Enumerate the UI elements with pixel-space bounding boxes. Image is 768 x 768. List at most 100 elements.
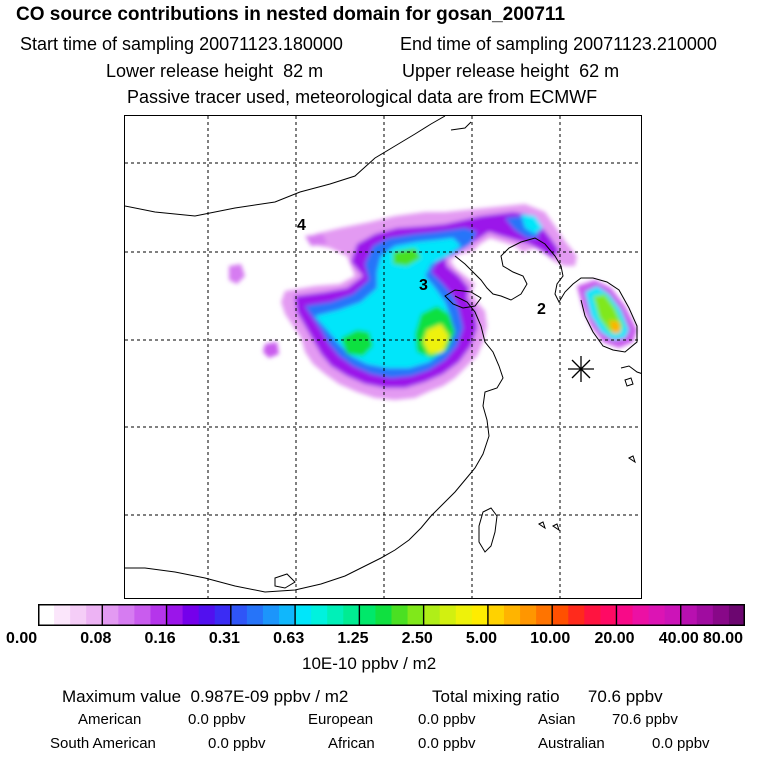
colorbar-swatch (552, 604, 569, 626)
source-african-name: African (328, 735, 375, 752)
colorbar-tick-label: 5.00 (465, 630, 498, 647)
colorbar-swatch (712, 604, 730, 626)
colorbar-swatch (616, 604, 634, 626)
max-value-number: 0.987E-09 ppbv / m2 (190, 687, 349, 706)
total-mixing-ratio: Total mixing ratio 70.6 ppbv (432, 687, 663, 707)
start-time-value: 20071123.180000 (199, 34, 343, 54)
end-time-value: 20071123.210000 (573, 34, 717, 54)
colorbar-swatch (391, 604, 409, 626)
colorbar-tick-label: 0.63 (273, 630, 305, 647)
source-african-value: 0.0 ppbv (418, 735, 476, 752)
start-time-label: Start time of sampling (20, 34, 195, 54)
colorbar-swatch (150, 604, 168, 626)
colorbar-swatch (86, 604, 103, 626)
colorbar-swatch (696, 604, 714, 626)
colorbar-tick-label: 0.00 (6, 630, 38, 647)
coastlines (125, 116, 641, 593)
colorbar-swatch (568, 604, 585, 626)
lower-release-height: Lower release height 82 m (106, 61, 323, 82)
coastline-china-east (125, 295, 504, 593)
colorbar-swatch (664, 604, 682, 626)
colorbar-swatch (246, 604, 264, 626)
source-european-name: European (308, 711, 374, 728)
plume-island-south (263, 342, 279, 358)
page-title: CO source contributions in nested domain… (16, 4, 566, 25)
colorbar-swatch (230, 604, 248, 626)
coastline-islands (538, 455, 636, 532)
source-american-value: 0.0 ppbv (188, 711, 246, 728)
plume-island-left (229, 264, 245, 284)
colorbar-swatch (343, 604, 360, 626)
colorbar-tick-label: 0.31 (208, 630, 240, 647)
colorbar-swatch (536, 604, 553, 626)
coastline-northeast (450, 121, 472, 131)
colorbar-tick-label: 40.00 (658, 630, 699, 647)
end-time: End time of sampling 20071123.210000 (400, 34, 717, 55)
source-south-american-name: South American (50, 735, 156, 752)
end-time-label: End time of sampling (400, 34, 569, 54)
coastline-japan-south (624, 377, 634, 387)
max-value-label: Maximum value (62, 687, 182, 706)
day-label-4: 4 (297, 217, 306, 234)
source-european-value: 0.0 ppbv (418, 711, 476, 728)
colorbar-tick-label: 10.00 (530, 630, 571, 647)
map-panel: 4 3 2 (124, 115, 642, 599)
total-mixing-label: Total mixing ratio (432, 687, 560, 706)
max-value: Maximum value 0.987E-09 ppbv / m2 (62, 687, 348, 707)
colorbar-swatch (632, 604, 650, 626)
colorbar-swatch (198, 604, 216, 626)
colorbar-tick-label: 0.16 (144, 630, 176, 647)
colorbar-swatch (70, 604, 87, 626)
source-australian-name: Australian (538, 735, 605, 752)
lower-release-label: Lower release height (106, 61, 274, 81)
colorbar-swatch (407, 604, 425, 626)
colorbar-swatch (327, 604, 344, 626)
day-label-3: 3 (419, 277, 428, 294)
colorbar-swatch (503, 604, 521, 626)
colorbar-swatch (38, 604, 55, 626)
colorbar-unit: 10E-10 ppbv / m2 (302, 654, 437, 673)
upper-release-value: 62 m (579, 61, 620, 81)
colorbar-swatch (118, 604, 136, 626)
colorbar-swatch (728, 604, 745, 626)
colorbar (38, 604, 745, 626)
colorbar-swatch (648, 604, 666, 626)
map-svg: 4 3 2 (125, 116, 641, 598)
lower-release-value: 82 m (283, 61, 324, 81)
source-asian-name: Asian (538, 711, 576, 728)
source-american-name: American (78, 711, 142, 728)
concentration-field (229, 204, 637, 400)
colorbar-tick-label: 0.08 (80, 630, 112, 647)
colorbar-swatch (600, 604, 618, 626)
colorbar-swatch (359, 604, 377, 626)
plume-yellow (423, 324, 449, 354)
colorbar-frame (38, 604, 745, 626)
total-mixing-value: 70.6 ppbv (587, 687, 663, 706)
colorbar-swatch (54, 604, 71, 626)
colorbar-swatch (311, 604, 328, 626)
coastline-taiwan (478, 507, 498, 553)
start-time: Start time of sampling 20071123.180000 (20, 34, 343, 55)
coastline-mainland (454, 237, 638, 353)
plume-blue-north (505, 216, 539, 238)
coastline-north-border (125, 116, 446, 217)
coastline-bohai (444, 289, 482, 309)
colorbar-tick-label: 80.00 (703, 630, 744, 647)
colorbar-swatch (182, 604, 200, 626)
upper-release-height: Upper release height 62 m (402, 61, 619, 82)
colorbar-swatch (584, 604, 601, 626)
colorbar-swatch (102, 604, 119, 626)
colorbar-swatch (295, 604, 312, 626)
colorbar-swatch (375, 604, 393, 626)
coastline-hainan (274, 573, 296, 589)
source-australian-value: 0.0 ppbv (652, 735, 710, 752)
colorbar-tick-label: 2.50 (401, 630, 433, 647)
coastline-japan (620, 365, 641, 374)
colorbar-swatch (214, 604, 232, 626)
colorbar-swatch (455, 604, 473, 626)
colorbar-swatch (166, 604, 184, 626)
plume-island-west (305, 234, 327, 246)
source-south-american-value: 0.0 ppbv (208, 735, 266, 752)
upper-release-label: Upper release height (402, 61, 570, 81)
colorbar-tick-label: 20.00 (594, 630, 635, 647)
